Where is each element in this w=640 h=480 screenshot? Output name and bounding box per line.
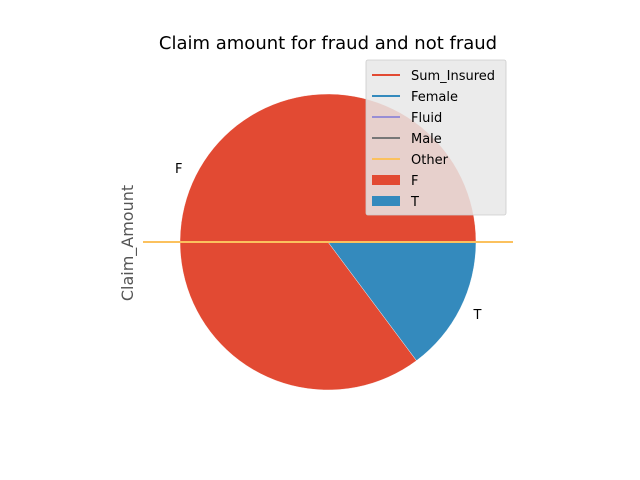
slice-label-F: F xyxy=(175,162,182,177)
legend-swatch xyxy=(372,175,400,185)
legend-label: T xyxy=(410,195,419,210)
legend-entry-sum_insured: Sum_Insured xyxy=(372,69,495,84)
y-axis-label: Claim_Amount xyxy=(118,185,138,301)
legend-label: Sum_Insured xyxy=(411,69,495,84)
legend-entry-f: F xyxy=(372,174,418,189)
legend-label: Female xyxy=(411,90,458,105)
pie-slice-T xyxy=(327,241,477,361)
legend-label: Other xyxy=(411,153,449,168)
legend-entry-male: Male xyxy=(372,132,442,147)
pie-slice-labels: FT xyxy=(175,162,482,323)
legend-label: Fluid xyxy=(411,111,442,126)
legend-entry-fluid: Fluid xyxy=(372,111,442,126)
legend-label: F xyxy=(411,174,418,189)
legend-entry-other: Other xyxy=(372,153,449,168)
legend-entry-t: T xyxy=(372,195,419,210)
slice-label-T: T xyxy=(473,308,482,323)
legend-swatch xyxy=(372,196,400,206)
chart-title: Claim amount for fraud and not fraud xyxy=(159,33,497,54)
legend: Sum_Insured Female Fluid Male Other FT xyxy=(365,59,507,216)
legend-entry-female: Female xyxy=(372,90,458,105)
legend-label: Male xyxy=(411,132,442,147)
legend-frame xyxy=(365,59,507,216)
